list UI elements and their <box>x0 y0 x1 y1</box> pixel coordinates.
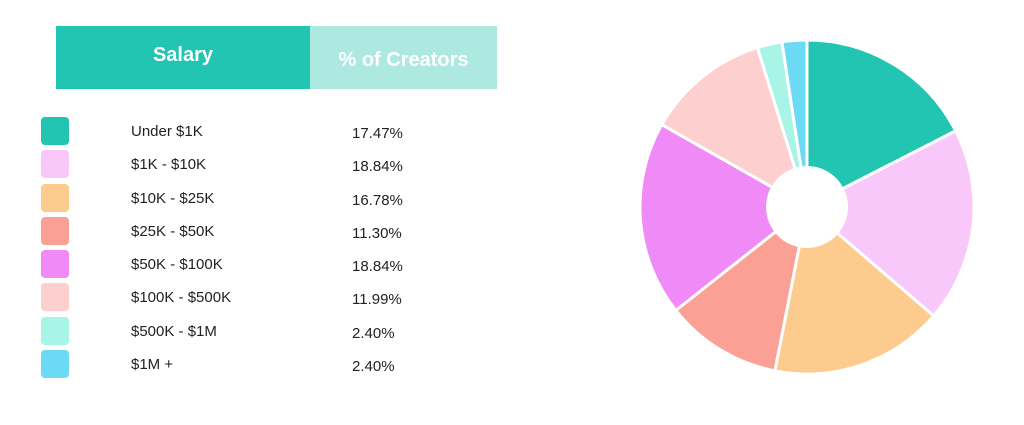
legend-swatch <box>41 150 69 179</box>
legend-percent: 2.40% <box>352 324 395 342</box>
legend-row: Under $1K 17.47% <box>41 117 461 150</box>
pie-slices <box>638 38 976 376</box>
legend-row: $10K - $25K 16.78% <box>41 183 461 217</box>
table-header: Salary % of Creators <box>56 26 497 89</box>
legend-label: $500K - $1M <box>131 322 217 340</box>
legend-row: $50K - $100K 18.84% <box>41 250 461 283</box>
pie-slice <box>805 38 958 209</box>
pie-slice <box>674 205 809 373</box>
legend-row: $100K - $500K 11.99% <box>41 283 461 316</box>
percent-column-header: % of Creators <box>310 26 497 89</box>
pie-slice <box>638 123 809 312</box>
legend-label: $50K - $100K <box>131 256 223 274</box>
legend-label: $1K - $10K <box>131 156 207 174</box>
legend-label: $1M + <box>131 356 174 374</box>
legend-percent: 11.99% <box>352 291 402 309</box>
legend-swatch <box>41 283 69 312</box>
legend-label: $100K - $500K <box>131 289 232 307</box>
legend-swatch <box>41 216 69 245</box>
legend-row: $500K - $1M 2.40% <box>41 316 461 350</box>
pie-slice <box>805 129 976 318</box>
donut-chart <box>638 38 976 376</box>
pie-slice <box>780 38 809 209</box>
legend-percent: 17.47% <box>352 125 403 142</box>
legend-percent: 11.30% <box>352 224 402 242</box>
legend-swatch <box>41 316 69 345</box>
legend-label: $25K - $50K <box>131 222 215 240</box>
legend-swatch <box>41 250 69 279</box>
legend-row: $1K - $10K 18.84% <box>41 150 461 183</box>
pie-slice <box>773 205 936 376</box>
legend-table: Under $1K 17.47% $1K - $10K 18.84% $10K … <box>41 117 461 383</box>
donut-hole <box>766 166 848 248</box>
legend-label: Under $1K <box>131 123 203 140</box>
legend-label: $10K - $25K <box>131 189 215 207</box>
legend-row: $1M + 2.40% <box>41 350 461 383</box>
legend-swatch <box>41 117 69 145</box>
salary-column-header: Salary <box>56 26 310 89</box>
legend-row: $25K - $50K 11.30% <box>41 216 461 250</box>
legend-percent: 2.40% <box>352 358 395 376</box>
legend-percent: 18.84% <box>352 258 403 276</box>
legend-percent: 16.78% <box>352 191 403 209</box>
legend-swatch <box>41 183 69 212</box>
pie-slice <box>660 46 809 209</box>
legend-swatch <box>41 350 69 379</box>
legend-percent: 18.84% <box>352 158 403 176</box>
